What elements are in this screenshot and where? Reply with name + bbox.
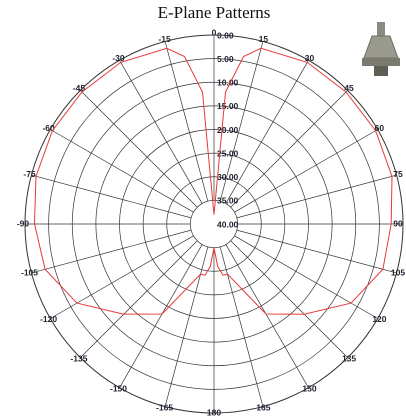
grid-spoke: [80, 240, 198, 358]
grid-spoke: [230, 90, 348, 208]
grid-spoke: [50, 235, 194, 319]
grid-spoke: [236, 174, 397, 219]
grid-spoke: [219, 246, 264, 407]
theta-tick-label: -45: [73, 83, 86, 93]
theta-tick-label: -15: [158, 34, 171, 44]
grid-spoke: [50, 129, 194, 213]
theta-tick-label: 45: [344, 83, 354, 93]
theta-tick-label: -60: [42, 123, 55, 133]
pattern-line: [33, 47, 393, 315]
grid-spoke: [234, 129, 378, 213]
theta-tick-label: -120: [40, 314, 57, 324]
grid-spoke: [219, 41, 264, 202]
theta-tick-label: -165: [156, 403, 173, 413]
grid-spoke: [119, 244, 203, 388]
theta-tick-label: -90: [17, 218, 30, 228]
theta-tick-label: 75: [393, 169, 403, 179]
theta-tick-label: -105: [21, 268, 38, 278]
r-tick-label: 15.00: [217, 101, 239, 111]
r-tick-label: 5.00: [217, 54, 234, 64]
r-tick-label: 35.00: [217, 196, 239, 206]
theta-tick-label: 90: [393, 218, 403, 228]
grid-spoke: [31, 229, 192, 274]
r-tick-label: 25.00: [217, 148, 239, 158]
theta-tick-label: 165: [256, 403, 270, 413]
theta-tick-label: 15: [259, 34, 269, 44]
grid-spoke: [225, 60, 309, 204]
grid-spoke: [164, 41, 209, 202]
theta-tick-label: 105: [391, 268, 405, 278]
theta-tick-label: -135: [70, 353, 87, 363]
theta-tick-label: 0: [212, 27, 217, 37]
theta-tick-label: 120: [372, 314, 386, 324]
r-tick-label: 0.00: [217, 30, 234, 40]
grid-spoke: [119, 60, 203, 204]
theta-tick-label: 180: [207, 407, 221, 417]
theta-tick-label: -150: [110, 384, 127, 394]
grid-spoke: [236, 229, 397, 274]
theta-tick-label: 30: [305, 53, 315, 63]
grid-spoke: [230, 240, 348, 358]
grid-spoke: [80, 90, 198, 208]
grid-spoke: [31, 174, 192, 219]
theta-tick-label: 135: [342, 353, 356, 363]
r-tick-label: 20.00: [217, 125, 239, 135]
theta-tick-label: -75: [23, 169, 36, 179]
chart-title: E-Plane Patterns: [158, 3, 271, 22]
theta-tick-label: 60: [375, 123, 385, 133]
r-tick-label: 10.00: [217, 78, 239, 88]
r-tick-label: 40.00: [217, 219, 239, 229]
theta-tick-label: 150: [302, 384, 316, 394]
r-tick-label: 30.00: [217, 172, 239, 182]
grid-spoke: [234, 235, 378, 319]
grid-spoke: [164, 246, 209, 407]
antenna-icon: [362, 22, 400, 76]
grid-spoke: [225, 244, 309, 388]
theta-tick-label: -30: [112, 53, 125, 63]
